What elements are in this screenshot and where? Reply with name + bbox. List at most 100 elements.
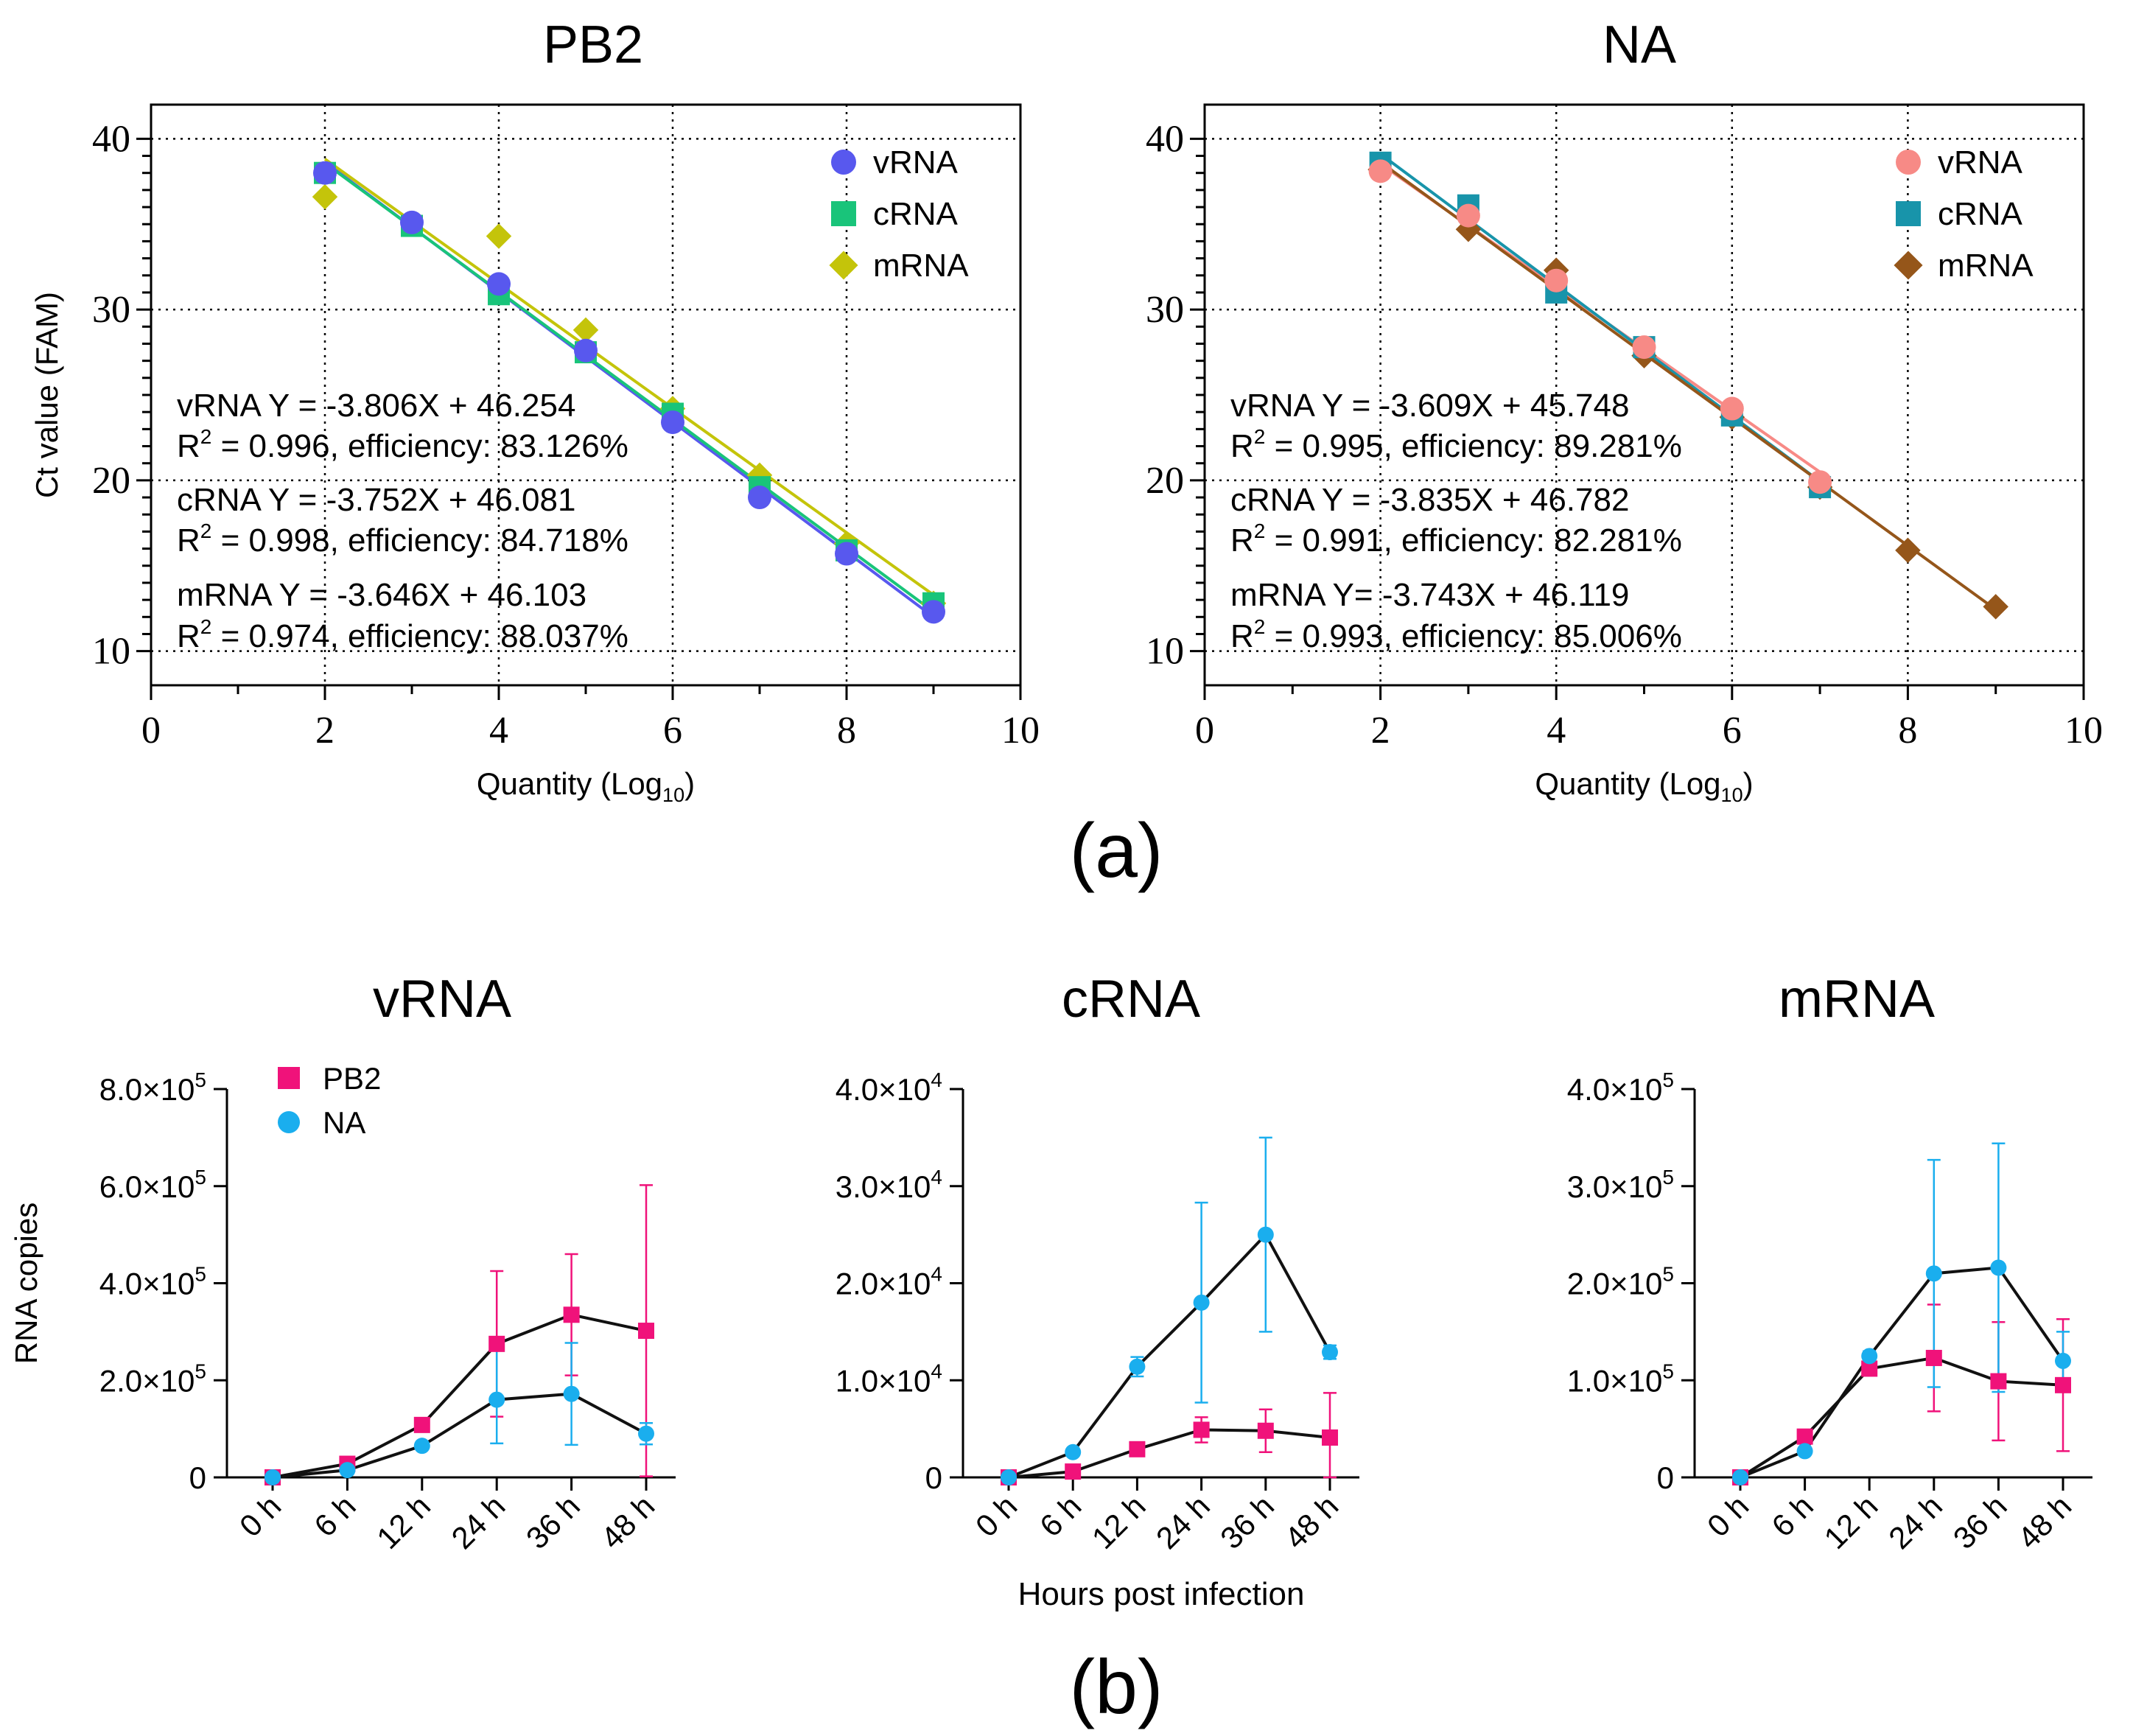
y-tick-label: 8.0×105 [99, 1068, 206, 1107]
y-tick-mantissa: 2.0×10 [99, 1363, 195, 1398]
data-point-na [413, 1438, 430, 1455]
x-axis-label: Quantity (Log10) [1535, 766, 1753, 806]
series-line-na [1008, 1232, 1331, 1479]
series-line-na [272, 1392, 647, 1479]
chart-title: cRNA [1062, 970, 1200, 1029]
panel-label-a: (a) [1069, 808, 1163, 894]
legend-label-crna: cRNA [873, 196, 959, 232]
y-tick-label: 6.0×105 [99, 1166, 206, 1204]
y-tick-label: 40 [92, 118, 130, 160]
x-tick-label: 6 h [1765, 1488, 1820, 1544]
r2-prefix: R [1230, 428, 1254, 464]
x-tick-label: 0 [1195, 710, 1214, 752]
x-tick-label: 36 h [519, 1488, 586, 1555]
y-tick-exponent: 5 [1662, 1166, 1674, 1189]
annotation-equation: cRNA Y = -3.835X + 46.782 [1230, 482, 1629, 518]
x-tick-label: 8 [837, 710, 856, 752]
r2-superscript: 2 [200, 425, 212, 448]
series-line-pb2 [1739, 1356, 2064, 1479]
y-tick-label: 4.0×105 [1567, 1068, 1674, 1107]
chart-title: mRNA [1779, 970, 1935, 1029]
y-tick-mantissa: 3.0×10 [836, 1169, 931, 1204]
x-tick-label: 48 h [594, 1488, 661, 1555]
x-axis-label: Quantity (Log10) [477, 766, 695, 806]
y-tick-label: 3.0×105 [1567, 1166, 1674, 1204]
chart-title: NA [1603, 15, 1676, 74]
annotation-equation: mRNA Y = -3.646X + 46.103 [177, 577, 586, 613]
y-tick-label: 40 [1146, 118, 1184, 160]
y-tick-label: 2.0×105 [99, 1359, 206, 1398]
x-tick-label: 0 h [1701, 1488, 1756, 1544]
data-point-pb2 [413, 1416, 430, 1433]
data-point-vrna [748, 486, 771, 510]
data-point-pb2 [2055, 1376, 2071, 1393]
y-tick-mantissa: 0 [189, 1460, 206, 1495]
data-point-na [1732, 1469, 1748, 1485]
legend-label-pb2: PB2 [323, 1061, 381, 1096]
data-point-pb2 [1322, 1429, 1338, 1446]
y-tick-mantissa: 6.0×10 [99, 1169, 195, 1204]
data-point-mrna [1895, 537, 1921, 564]
data-point-mrna [572, 317, 599, 343]
x-tick-label: 36 h [1213, 1488, 1281, 1555]
data-point-na [1129, 1358, 1146, 1375]
annotation-r2: R2 = 0.996, efficiency: 83.126% [177, 425, 628, 464]
x-axis-label-subscript: 10 [662, 784, 684, 806]
r2-rest: = 0.996, efficiency: 83.126% [211, 428, 628, 464]
r2-prefix: R [1230, 618, 1254, 654]
y-tick-label: 30 [92, 289, 130, 331]
x-axis-label-close: ) [684, 766, 695, 801]
r2-prefix: R [177, 428, 200, 464]
y-tick-exponent: 4 [931, 1263, 942, 1286]
y-tick-label: 4.0×105 [99, 1263, 206, 1301]
r2-prefix: R [177, 618, 200, 654]
annotation-r2: R2 = 0.991, efficiency: 82.281% [1230, 519, 1682, 559]
data-point-vrna [1456, 203, 1480, 228]
y-tick-mantissa: 4.0×10 [1567, 1072, 1663, 1107]
legend-marker-vrna [831, 150, 856, 175]
x-tick-label: 8 [1898, 710, 1917, 752]
data-point-vrna [1632, 335, 1656, 360]
y-tick-label: 2.0×105 [1567, 1263, 1674, 1301]
panel-label-b: (b) [1069, 1645, 1163, 1730]
r2-superscript: 2 [1254, 519, 1266, 542]
y-tick-exponent: 4 [931, 1359, 942, 1382]
data-point-pb2 [1796, 1428, 1813, 1445]
y-tick-exponent: 5 [1662, 1068, 1674, 1091]
annotation-equation: vRNA Y = -3.806X + 46.254 [177, 388, 575, 424]
annotation-r2: R2 = 0.974, efficiency: 88.037% [177, 615, 628, 654]
data-point-pb2 [563, 1306, 580, 1323]
r2-prefix: R [177, 522, 200, 559]
y-tick-label: 0 [925, 1460, 942, 1495]
data-point-pb2 [1129, 1441, 1146, 1457]
legend-label-mrna: mRNA [873, 248, 969, 284]
x-tick-label: 6 h [307, 1488, 362, 1544]
series-line-pb2 [272, 1313, 647, 1479]
data-point-mrna [312, 183, 338, 210]
legend-label-crna: cRNA [1938, 196, 2023, 232]
x-tick-label: 4 [489, 710, 508, 752]
y-tick-exponent: 5 [1662, 1359, 1674, 1382]
x-tick-label: 4 [1547, 710, 1566, 752]
data-point-na [563, 1385, 580, 1402]
annotation-r2: R2 = 0.998, efficiency: 84.718% [177, 519, 628, 559]
legend-marker-pb2 [278, 1067, 300, 1089]
x-tick-label: 48 h [1278, 1488, 1345, 1555]
y-tick-mantissa: 2.0×10 [1567, 1267, 1663, 1301]
r2-rest: = 0.974, efficiency: 88.037% [211, 618, 628, 654]
x-tick-label: 6 h [1033, 1488, 1088, 1544]
r2-rest: = 0.995, efficiency: 89.281% [1265, 428, 1681, 464]
y-tick-label: 3.0×104 [836, 1166, 942, 1204]
data-point-pb2 [1257, 1422, 1274, 1439]
legend-label-vrna: vRNA [873, 144, 959, 181]
y-tick-mantissa: 1.0×10 [1567, 1363, 1663, 1398]
data-point-na [339, 1462, 356, 1479]
data-point-na [488, 1391, 505, 1408]
fit-line-mrna [1379, 161, 1997, 611]
y-tick-mantissa: 2.0×10 [836, 1267, 931, 1301]
data-point-na [265, 1469, 281, 1485]
